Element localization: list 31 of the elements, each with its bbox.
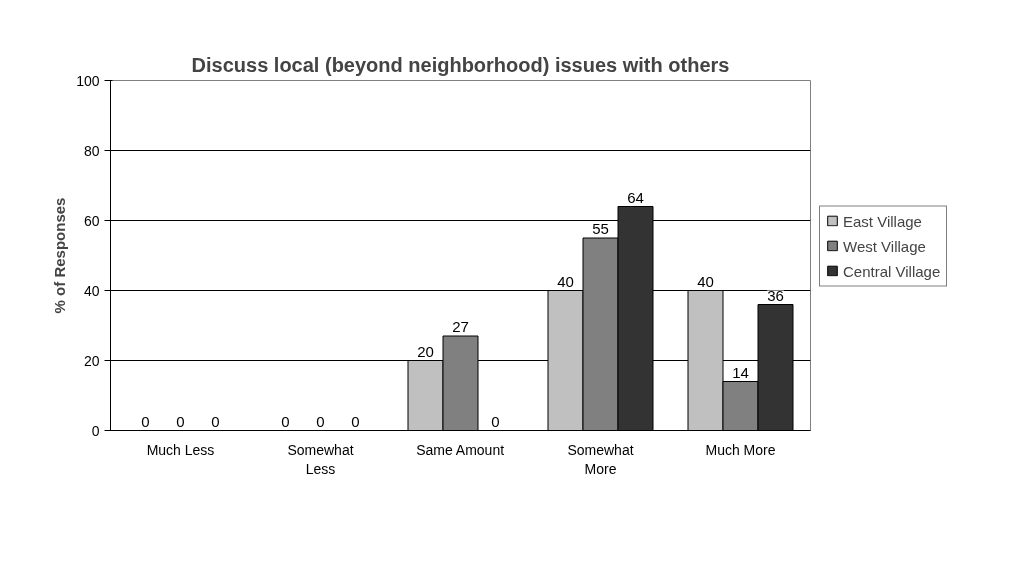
- data-label: 40: [557, 272, 574, 290]
- y-axis-title: % of Responses: [51, 197, 69, 314]
- legend-label: East Village: [843, 212, 922, 229]
- y-tick-label: 80: [83, 142, 100, 159]
- x-tick-label: Same Amount: [416, 441, 505, 458]
- x-tick-label: Somewhat Less: [287, 441, 354, 477]
- legend-label: Central Village: [843, 262, 941, 279]
- legend-label: West Village: [843, 237, 926, 254]
- data-label: 27: [452, 318, 469, 335]
- data-label: 36: [767, 286, 784, 304]
- chart-title: Discuss local (beyond neighborhood) issues with others: [191, 53, 730, 76]
- y-tick-label: 40: [83, 282, 100, 299]
- x-tick-label: Much More: [705, 441, 776, 458]
- data-label: 0: [141, 412, 150, 430]
- y-tick-label: 60: [83, 212, 100, 229]
- y-tick-label: 100: [76, 72, 100, 89]
- data-label: 55: [592, 220, 609, 237]
- x-tick-label: Somewhat More: [567, 441, 634, 477]
- data-label: 0: [281, 412, 290, 430]
- x-tick-label: Much Less: [146, 441, 215, 458]
- data-label: 14: [732, 363, 749, 381]
- y-tick-label: 0: [91, 422, 100, 439]
- data-label: 0: [316, 412, 325, 430]
- y-tick-label: 20: [83, 352, 100, 369]
- data-label: 40: [697, 272, 714, 290]
- data-label: 20: [417, 342, 434, 360]
- data-label: 0: [176, 412, 185, 430]
- data-label: 0: [211, 412, 220, 430]
- data-label: 64: [627, 188, 644, 206]
- data-label: 0: [491, 412, 500, 430]
- data-label: 0: [351, 412, 360, 430]
